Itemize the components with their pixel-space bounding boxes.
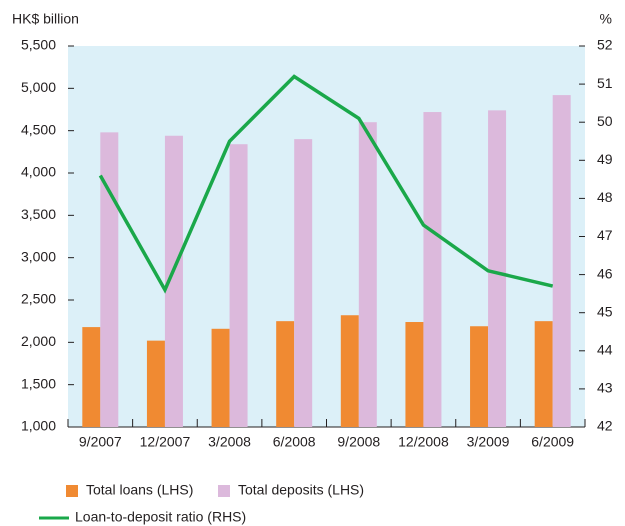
y2-tick-label: 47 xyxy=(597,227,613,243)
bar xyxy=(534,321,553,427)
bar xyxy=(276,321,295,427)
y-tick-label: 5,000 xyxy=(21,79,56,95)
legend-swatch xyxy=(218,485,230,497)
bar xyxy=(229,144,248,428)
x-tick-label: 12/2008 xyxy=(398,434,449,450)
y2-tick-label: 44 xyxy=(597,342,613,358)
bar xyxy=(340,315,359,427)
y-tick-label: 3,500 xyxy=(21,206,56,222)
bar xyxy=(358,122,377,427)
y-tick-label: 5,500 xyxy=(21,37,56,53)
bar xyxy=(100,132,119,428)
x-tick-label: 9/2008 xyxy=(337,434,380,450)
x-tick-label: 12/2007 xyxy=(140,434,191,450)
bar xyxy=(405,322,424,427)
legend-label: Total deposits (LHS) xyxy=(238,482,364,498)
bar xyxy=(294,139,313,427)
y2-tick-label: 45 xyxy=(597,303,613,319)
line xyxy=(98,74,554,294)
y2-tick-label: 42 xyxy=(597,418,613,434)
y-axis-title: HK$ billion xyxy=(12,11,79,27)
bar xyxy=(552,95,571,428)
plot-background xyxy=(68,46,585,427)
y-tick-label: 3,000 xyxy=(21,248,56,264)
bar xyxy=(211,328,230,427)
legend-label: Loan-to-deposit ratio (RHS) xyxy=(75,509,246,525)
x-tick-label: 9/2007 xyxy=(79,434,122,450)
y2-tick-label: 51 xyxy=(597,75,613,91)
bar xyxy=(82,327,101,427)
y-tick-label: 1,000 xyxy=(21,418,56,434)
x-tick-label: 3/2008 xyxy=(208,434,251,450)
y-tick-label: 1,500 xyxy=(21,375,56,391)
y-tick-label: 2,500 xyxy=(21,291,56,307)
bar xyxy=(470,326,489,427)
y2-tick-label: 43 xyxy=(597,380,613,396)
x-tick-label: 3/2009 xyxy=(467,434,510,450)
y-tick-label: 4,000 xyxy=(21,164,56,180)
y2-tick-label: 46 xyxy=(597,265,613,281)
y2-tick-label: 48 xyxy=(597,189,613,205)
y-tick-label: 2,000 xyxy=(21,333,56,349)
bar xyxy=(146,340,165,427)
bar xyxy=(488,110,507,427)
y-tick-label: 4,500 xyxy=(21,121,56,137)
legend-swatch xyxy=(66,485,78,497)
y2-tick-label: 49 xyxy=(597,151,613,167)
legend-label: Total loans (LHS) xyxy=(86,482,193,498)
bar xyxy=(164,135,183,427)
y2-axis-title: % xyxy=(600,11,612,27)
y2-tick-label: 50 xyxy=(597,113,613,129)
x-tick-label: 6/2009 xyxy=(531,434,574,450)
y2-tick-label: 52 xyxy=(597,37,613,53)
x-tick-label: 6/2008 xyxy=(273,434,316,450)
bar xyxy=(423,112,442,427)
